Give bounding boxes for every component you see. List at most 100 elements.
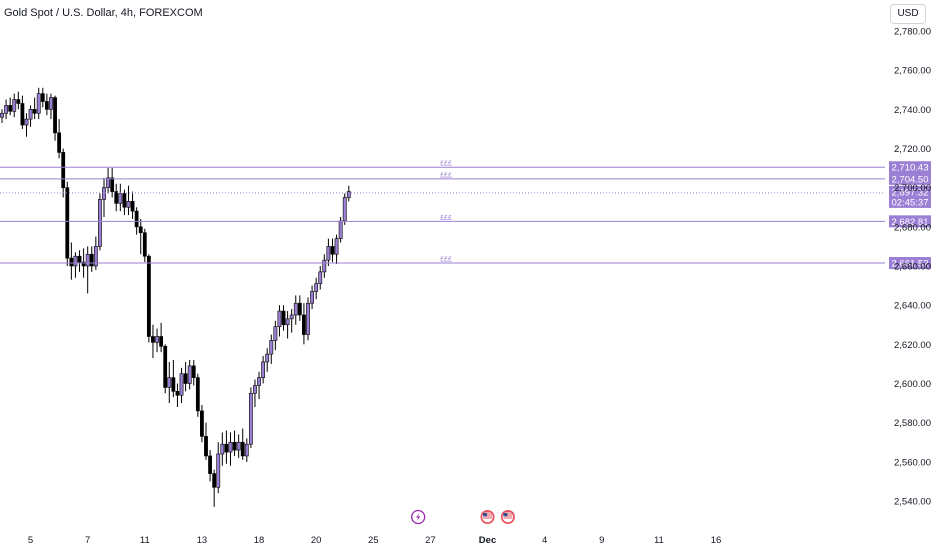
x-axis-tick-label: 16 [711, 535, 722, 546]
candle-body [138, 226, 143, 234]
candle-body [12, 99, 17, 112]
candle-body [212, 473, 217, 488]
candle-body [314, 283, 319, 292]
candle-body [40, 93, 45, 102]
y-axis-tick-label: 2,740.00 [894, 105, 931, 116]
countdown-label: 02:45:37 [892, 197, 929, 208]
us-flag-icon[interactable] [500, 510, 515, 524]
candle-body [155, 336, 159, 343]
candle-body [122, 193, 127, 208]
candle-body [187, 365, 192, 384]
flash-icon[interactable] [411, 509, 426, 525]
candle-body [130, 201, 135, 212]
candle-body [89, 253, 94, 267]
y-axis-tick-label: 2,540.00 [894, 497, 931, 508]
candle-body [293, 302, 298, 316]
currency-selector-button[interactable]: USD [890, 4, 926, 24]
level-line-tag: £££ [440, 257, 452, 264]
current-price-label: 2,697.32 [892, 187, 929, 198]
y-axis-tick-label: 2,620.00 [894, 340, 931, 351]
candle-body [57, 132, 62, 153]
x-axis-tick-label: 20 [311, 535, 322, 546]
candle-body [330, 246, 335, 255]
candle-body [346, 191, 351, 198]
candle-body [32, 109, 37, 114]
candle-body [281, 310, 286, 326]
candle-body [183, 373, 188, 384]
chart-title: Gold Spot / U.S. Dollar, 4h, FOREXCOM [4, 7, 203, 19]
candle-body [106, 177, 110, 188]
candle-body [326, 246, 331, 261]
candle-body [248, 392, 253, 445]
candle-body [167, 377, 172, 388]
candle-body [61, 152, 66, 188]
candle-body [77, 255, 82, 263]
candle-body [232, 441, 237, 451]
candle-body [134, 210, 139, 228]
candle-body [342, 197, 347, 222]
y-axis-tick-label: 2,560.00 [894, 457, 931, 468]
level-price-tag-bg [889, 172, 931, 185]
y-axis-tick-label: 2,720.00 [894, 144, 931, 155]
x-axis-tick-label: 11 [654, 535, 664, 546]
candle-body [322, 259, 327, 273]
candle-body [175, 391, 180, 396]
x-axis-tick-label: 4 [542, 535, 547, 546]
candle-body [44, 101, 49, 110]
level-line-tag: £££ [440, 215, 452, 222]
level-price-tag: 2,661.52 [892, 259, 929, 270]
candle-body [240, 441, 245, 457]
candle-body [146, 255, 151, 337]
candle-body [102, 187, 106, 200]
level-price-tag-bg [889, 161, 931, 174]
candle-body [191, 365, 196, 378]
candle-body [159, 336, 164, 347]
candle-body [163, 345, 168, 388]
candle-body [318, 271, 323, 284]
candle-body [36, 93, 41, 114]
candle-body [228, 441, 233, 453]
candle-body [310, 291, 314, 304]
candle-body [306, 302, 310, 335]
candle-body [8, 105, 13, 112]
candle-body [126, 201, 131, 208]
candle-body [261, 361, 266, 378]
candle-body [285, 318, 290, 326]
level-price-tag-bg [889, 257, 931, 270]
candle-body [53, 97, 57, 134]
candle-body [28, 109, 33, 120]
candles-group [0, 87, 351, 507]
level-price-tag: 2,710.43 [892, 163, 929, 174]
candle-body [49, 97, 53, 110]
candle-body [277, 310, 282, 328]
candle-body [65, 187, 70, 259]
x-axis-tick-label: Dec [479, 535, 496, 546]
candle-body [151, 336, 155, 343]
us-flag-icon[interactable] [480, 510, 495, 524]
candle-body [265, 353, 270, 363]
level-line-tag: £££ [440, 172, 452, 179]
x-axis-tick-label: 11 [140, 535, 150, 546]
candle-body [114, 191, 119, 204]
candle-body [85, 253, 90, 267]
candle-body [236, 441, 241, 451]
candle-body [273, 326, 278, 341]
candle-body [81, 261, 86, 267]
candle-body [220, 443, 225, 455]
level-price-tag: 2,704.50 [892, 174, 929, 185]
candle-body [93, 246, 98, 267]
candle-body [338, 220, 343, 239]
x-axis-tick-label: 27 [425, 535, 436, 546]
candle-body [257, 377, 261, 386]
candle-body [253, 385, 257, 394]
candle-body [142, 232, 147, 257]
candle-body [171, 377, 176, 392]
candle-body [216, 453, 221, 488]
candle-body [195, 377, 200, 412]
y-axis-tick-label: 2,580.00 [894, 418, 931, 429]
y-axis-tick-label: 2,760.00 [894, 66, 931, 77]
candle-body [69, 257, 74, 267]
candle-body [334, 238, 339, 255]
candle-body [200, 410, 204, 437]
